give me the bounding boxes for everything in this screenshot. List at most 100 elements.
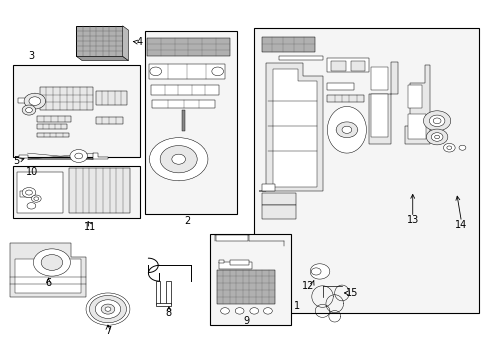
Circle shape [25,108,32,113]
Polygon shape [122,26,128,60]
Polygon shape [405,65,429,144]
Bar [327,83,353,90]
Bar [37,116,71,122]
Text: 15: 15 [345,288,357,298]
Bar [20,191,31,197]
Bar [151,85,219,95]
Bar [17,172,63,213]
Bar [370,94,387,137]
Bar [37,125,66,130]
Bar [370,67,387,90]
Bar [216,270,275,304]
Text: 7: 7 [104,325,111,336]
Circle shape [101,304,115,314]
Polygon shape [15,259,81,293]
Bar [144,31,237,214]
Text: 3: 3 [28,51,34,61]
Circle shape [22,105,36,115]
Bar [327,58,368,72]
Bar [210,234,290,325]
Circle shape [446,146,451,149]
Polygon shape [10,243,86,297]
Polygon shape [267,69,316,187]
Bar [13,166,140,218]
Bar [96,91,127,105]
Bar [350,60,365,71]
Polygon shape [310,264,329,279]
Circle shape [34,197,39,201]
Text: 6: 6 [45,278,51,288]
Circle shape [341,126,351,134]
Bar [261,37,315,51]
Circle shape [70,149,87,162]
Bar [219,260,224,263]
Text: 14: 14 [454,220,467,230]
Circle shape [432,118,440,124]
Circle shape [434,135,439,139]
Text: 1: 1 [293,301,300,311]
Bar [13,65,140,157]
Circle shape [458,145,465,150]
Text: 2: 2 [184,216,190,226]
Polygon shape [261,205,295,220]
Circle shape [430,133,442,141]
Circle shape [95,300,121,319]
Circle shape [149,138,207,181]
Circle shape [86,293,130,325]
Circle shape [25,190,32,195]
Circle shape [235,308,244,314]
Bar [156,303,170,306]
Circle shape [33,249,70,276]
Text: 11: 11 [83,222,96,231]
Bar [330,60,345,71]
Circle shape [249,308,258,314]
Bar [96,117,122,125]
Bar [407,85,422,108]
Circle shape [41,255,62,270]
Bar [40,87,93,110]
Bar [278,55,322,60]
Circle shape [27,203,36,209]
Bar [407,114,426,139]
Circle shape [311,268,321,275]
Circle shape [428,115,444,127]
Circle shape [220,308,229,314]
Bar [18,98,26,103]
Bar [37,133,69,137]
Circle shape [423,111,450,131]
Bar [147,39,229,55]
Bar [261,184,275,192]
Bar [327,95,363,102]
Bar [229,260,249,265]
Text: 4: 4 [136,37,142,47]
Polygon shape [259,63,322,191]
Polygon shape [76,56,128,60]
Bar [182,110,184,131]
Bar [152,100,215,108]
Circle shape [171,154,185,164]
Polygon shape [368,62,397,144]
Bar [254,28,478,313]
Circle shape [211,67,223,76]
Circle shape [24,93,45,109]
Bar [166,282,170,304]
Bar [149,64,224,79]
Text: 13: 13 [406,215,418,225]
Circle shape [29,97,41,105]
Text: 12: 12 [301,281,313,291]
Text: 9: 9 [243,316,249,325]
Bar [218,262,251,269]
Circle shape [105,307,111,311]
Bar [76,26,122,56]
Circle shape [22,188,36,198]
Circle shape [443,143,454,152]
Bar [19,154,28,158]
Text: 10: 10 [26,167,39,177]
Circle shape [75,153,82,159]
Circle shape [335,122,357,138]
Circle shape [150,67,161,76]
Circle shape [263,308,272,314]
Circle shape [160,145,197,173]
Bar [216,234,247,241]
Circle shape [426,129,447,145]
